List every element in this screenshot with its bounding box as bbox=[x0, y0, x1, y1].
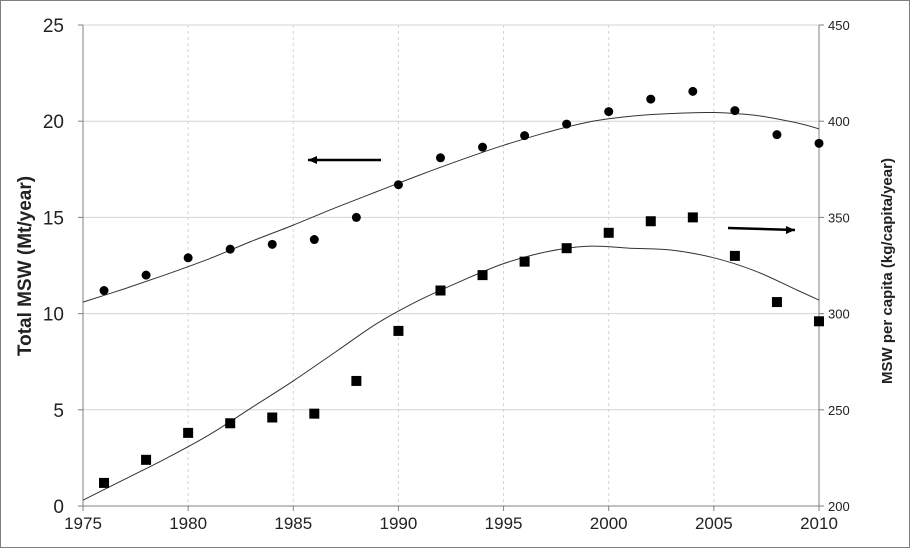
data-point-square bbox=[645, 216, 656, 227]
axes bbox=[78, 24, 824, 511]
data-point-square bbox=[183, 427, 194, 438]
data-point-circle bbox=[267, 239, 277, 249]
data-point-circle bbox=[688, 86, 698, 96]
data-point-square bbox=[393, 325, 404, 336]
data-point-square bbox=[309, 408, 320, 419]
x-tick-label: 1980 bbox=[169, 514, 207, 533]
y-axis-title-right: MSW per capita (kg/capita/year) bbox=[879, 158, 896, 384]
data-point-circle bbox=[562, 119, 572, 129]
y-tick-label-right: 450 bbox=[828, 18, 850, 33]
y-tick-label-right: 400 bbox=[828, 114, 850, 129]
x-tick-label: 2010 bbox=[800, 514, 838, 533]
y-tick-label-right: 200 bbox=[828, 499, 850, 514]
data-point-square bbox=[814, 316, 824, 327]
data-point-square bbox=[729, 250, 740, 261]
data-point-square bbox=[435, 285, 446, 296]
data-point-square bbox=[561, 243, 572, 254]
annotations bbox=[308, 156, 796, 234]
data-point-circle bbox=[309, 235, 319, 245]
trendline-left bbox=[82, 111, 820, 303]
data-point-circle bbox=[814, 138, 824, 148]
data-point-square bbox=[225, 418, 236, 429]
y-tick-label-right: 350 bbox=[828, 210, 850, 225]
data-point-square bbox=[687, 212, 698, 223]
data-point-square bbox=[771, 297, 782, 308]
tick-labels: 1975 1980 1985 1990 1995 2000 2005 2010 0 5 10 15 20… bbox=[43, 16, 850, 533]
data-point-circle bbox=[183, 253, 193, 263]
x-tick-label: 1975 bbox=[64, 514, 102, 533]
data-point-square bbox=[477, 270, 488, 281]
y-tick-label-left: 0 bbox=[53, 497, 64, 518]
y-tick-label-left: 25 bbox=[43, 16, 64, 37]
data-point-circle bbox=[351, 212, 361, 222]
x-tick-label: 2000 bbox=[590, 514, 628, 533]
data-point-square bbox=[351, 375, 362, 386]
data-point-square bbox=[603, 227, 614, 238]
data-point-circle bbox=[604, 107, 614, 117]
data-point-circle bbox=[225, 244, 235, 254]
data-point-square bbox=[99, 477, 110, 488]
x-tick-label: 2005 bbox=[695, 514, 733, 533]
y-tick-label-left: 20 bbox=[43, 112, 64, 133]
data-point-circle bbox=[730, 106, 740, 116]
data-point-circle bbox=[478, 142, 488, 152]
y-tick-label-left: 10 bbox=[43, 305, 64, 326]
trendlines bbox=[82, 111, 820, 501]
data-point-square bbox=[141, 454, 152, 465]
y-axis-title-left: Total MSW (Mt/year) bbox=[15, 176, 36, 356]
data-point-square bbox=[267, 412, 278, 423]
y-tick-label-left: 15 bbox=[43, 208, 64, 229]
y-tick-label-right: 250 bbox=[828, 403, 850, 418]
right-axis-arrow-head bbox=[786, 226, 795, 234]
trendline-right bbox=[82, 245, 820, 501]
x-tick-label: 1985 bbox=[274, 514, 312, 533]
data-point-circle bbox=[435, 153, 445, 163]
data-point-circle bbox=[141, 270, 151, 280]
data-point-square bbox=[519, 256, 530, 267]
x-tick-label: 1990 bbox=[380, 514, 418, 533]
y-tick-label-right: 300 bbox=[828, 307, 850, 322]
data-point-circle bbox=[646, 94, 656, 104]
data-points bbox=[99, 86, 824, 488]
left-axis-arrow-head bbox=[308, 156, 317, 164]
y-tick-label-left: 5 bbox=[53, 401, 64, 422]
data-point-circle bbox=[772, 130, 782, 140]
data-point-circle bbox=[99, 286, 109, 296]
gridlines bbox=[83, 24, 820, 506]
data-point-circle bbox=[520, 131, 530, 141]
data-point-circle bbox=[393, 180, 403, 190]
x-tick-label: 1995 bbox=[485, 514, 523, 533]
right-axis-arrow-shaft bbox=[727, 226, 796, 232]
